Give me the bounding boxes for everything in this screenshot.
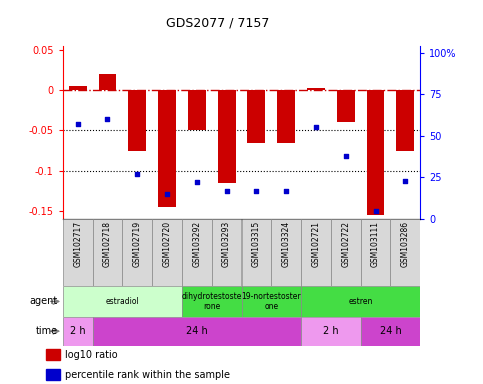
Point <box>312 124 320 131</box>
Bar <box>63 317 93 346</box>
Bar <box>242 219 271 286</box>
Point <box>133 171 141 177</box>
Bar <box>397 90 414 151</box>
Bar <box>307 88 325 90</box>
Text: time: time <box>36 326 58 336</box>
Bar <box>337 90 355 122</box>
Bar <box>390 219 420 286</box>
Bar <box>361 317 420 346</box>
Bar <box>367 90 384 215</box>
Point <box>342 153 350 159</box>
Bar <box>152 219 182 286</box>
Text: estren: estren <box>348 297 373 306</box>
Text: percentile rank within the sample: percentile rank within the sample <box>65 370 230 380</box>
Bar <box>182 286 242 317</box>
Text: estradiol: estradiol <box>105 297 139 306</box>
Point <box>74 121 82 127</box>
Text: GSM102718: GSM102718 <box>103 221 112 267</box>
Bar <box>46 369 59 380</box>
Text: GSM103293: GSM103293 <box>222 221 231 267</box>
Bar <box>158 90 176 207</box>
Bar <box>188 90 206 131</box>
Text: GSM103315: GSM103315 <box>252 221 261 267</box>
Point <box>104 116 112 122</box>
Point <box>223 187 230 194</box>
Text: 24 h: 24 h <box>380 326 401 336</box>
Text: GSM102719: GSM102719 <box>133 221 142 267</box>
Text: GSM102722: GSM102722 <box>341 221 350 267</box>
Bar <box>277 90 295 142</box>
Text: GSM103286: GSM103286 <box>401 221 410 267</box>
Bar <box>182 219 212 286</box>
Text: GSM102721: GSM102721 <box>312 221 320 267</box>
Text: 19-nortestoster
one: 19-nortestoster one <box>242 292 301 311</box>
Text: dihydrotestoste
rone: dihydrotestoste rone <box>182 292 242 311</box>
Bar <box>63 219 93 286</box>
Point <box>193 179 201 185</box>
Bar <box>301 219 331 286</box>
Point <box>401 177 409 184</box>
Bar <box>242 286 301 317</box>
Bar <box>301 317 361 346</box>
Bar <box>63 286 182 317</box>
Bar <box>247 90 265 142</box>
Bar <box>93 219 122 286</box>
Text: 24 h: 24 h <box>186 326 208 336</box>
Text: 2 h: 2 h <box>70 326 85 336</box>
Point <box>372 207 380 214</box>
Bar <box>46 349 59 360</box>
Text: 2 h: 2 h <box>323 326 339 336</box>
Text: GSM103292: GSM103292 <box>192 221 201 267</box>
Bar <box>361 219 390 286</box>
Bar <box>331 219 361 286</box>
Bar <box>212 219 242 286</box>
Bar <box>69 86 86 90</box>
Text: GSM103111: GSM103111 <box>371 221 380 267</box>
Text: GDS2077 / 7157: GDS2077 / 7157 <box>166 17 269 30</box>
Bar <box>218 90 236 183</box>
Point <box>282 187 290 194</box>
Text: GSM103324: GSM103324 <box>282 221 291 267</box>
Point <box>163 191 171 197</box>
Bar <box>128 90 146 151</box>
Text: GSM102717: GSM102717 <box>73 221 82 267</box>
Text: agent: agent <box>30 296 58 306</box>
Bar <box>99 74 116 90</box>
Bar <box>93 317 301 346</box>
Point <box>253 187 260 194</box>
Text: GSM102720: GSM102720 <box>163 221 171 267</box>
Bar <box>301 286 420 317</box>
Bar <box>271 219 301 286</box>
Text: log10 ratio: log10 ratio <box>65 350 118 360</box>
Bar <box>122 219 152 286</box>
